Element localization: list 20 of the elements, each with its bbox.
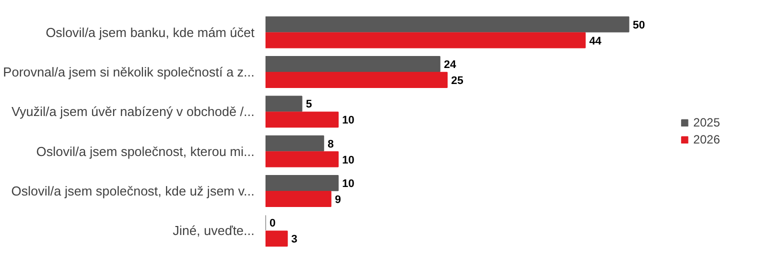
data-label: 44 bbox=[589, 35, 602, 48]
data-label: 5 bbox=[306, 98, 312, 111]
data-label: 50 bbox=[632, 19, 646, 32]
data-label: 10 bbox=[342, 154, 354, 166]
y-tick-label: Jiné, uveďte... bbox=[172, 223, 254, 238]
data-label: 10 bbox=[342, 178, 354, 190]
data-label: 25 bbox=[451, 74, 464, 87]
data-label: 10 bbox=[342, 114, 354, 127]
data-label: 9 bbox=[334, 194, 342, 206]
data-label: 3 bbox=[291, 234, 298, 246]
y-tick-label: Oslovil/a jsem společnost, kde už jsem v... bbox=[11, 184, 255, 198]
y-tick-label: Oslovil/a jsem společnost, kterou mi... bbox=[36, 144, 255, 159]
y-tick-label: Využil/a jsem úvěr nabízený v obchodě /... bbox=[11, 104, 255, 120]
legend-label: 2025 bbox=[693, 116, 720, 130]
data-label: 24 bbox=[444, 59, 457, 72]
legend-label: 2026 bbox=[693, 132, 720, 146]
y-tick-label: Porovnal/a jsem si několik společností a z... bbox=[3, 64, 255, 80]
data-label: 8 bbox=[328, 138, 334, 150]
data-label: 0 bbox=[270, 218, 276, 230]
y-tick-label: Oslovil/a jsem banku, kde mám účet bbox=[46, 24, 255, 40]
